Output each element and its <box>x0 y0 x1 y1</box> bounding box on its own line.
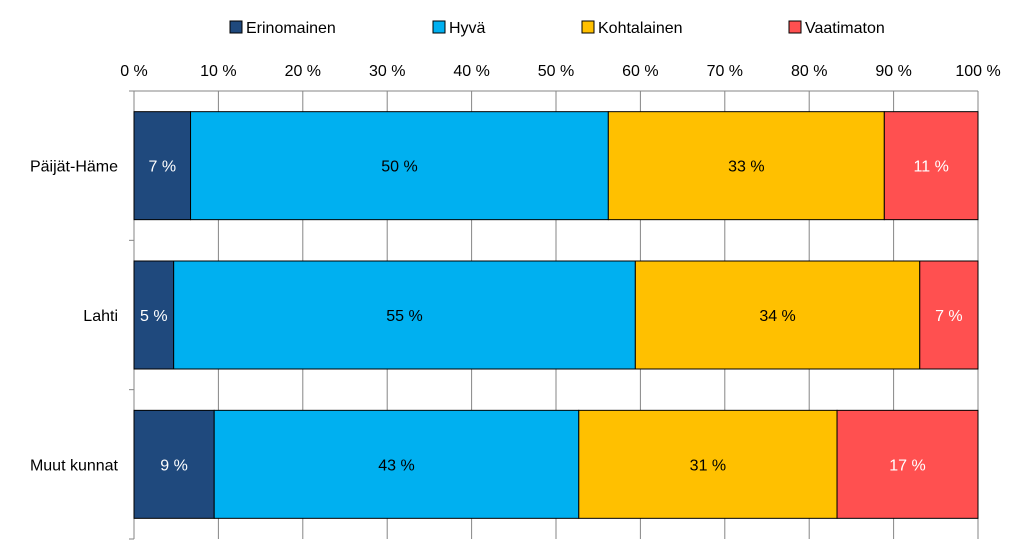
data-label: 34 % <box>759 308 795 325</box>
data-label: 50 % <box>381 159 417 176</box>
x-tick-label: 30 % <box>369 63 405 80</box>
legend-swatch <box>581 20 595 34</box>
bars <box>133 111 979 519</box>
legend-swatch <box>229 20 243 34</box>
x-tick-label: 80 % <box>791 63 827 80</box>
bar-segment <box>133 409 215 519</box>
legend-swatch <box>788 20 802 34</box>
data-label: 9 % <box>160 457 188 474</box>
x-tick-label: 50 % <box>538 63 574 80</box>
bar-segment <box>213 409 580 519</box>
legend-label: Kohtalainen <box>598 20 683 37</box>
category-label: Päijät-Häme <box>30 159 118 176</box>
x-tick-label: 60 % <box>622 63 658 80</box>
x-tick-label: 20 % <box>285 63 321 80</box>
data-label: 7 % <box>935 308 963 325</box>
bar-segment <box>883 111 979 221</box>
data-labels: 7 % 50 % 33 % 11 % 5 % 55 % 34 % 7 % 9 % 43 % 31 %… <box>140 159 963 475</box>
legend-label: Erinomainen <box>246 20 336 37</box>
legend-swatch <box>432 20 446 34</box>
data-label: 33 % <box>728 159 764 176</box>
data-label: 31 % <box>690 457 726 474</box>
bar-segment <box>173 260 636 370</box>
legend-label: Vaatimaton <box>805 20 885 37</box>
category-label: Muut kunnat <box>30 457 119 474</box>
data-label: 43 % <box>378 457 414 474</box>
bar-segment <box>634 260 921 370</box>
data-label: 55 % <box>386 308 422 325</box>
category-label: Lahti <box>83 308 118 325</box>
category-labels: Päijät-Häme Lahti Muut kunnat <box>30 159 119 475</box>
data-label: 17 % <box>889 457 925 474</box>
data-label: 7 % <box>148 159 176 176</box>
bar-segment <box>607 111 885 221</box>
data-label: 5 % <box>140 308 168 325</box>
data-label: 11 % <box>914 159 949 176</box>
x-tick-label: 90 % <box>875 63 911 80</box>
x-tick-label: 40 % <box>453 63 489 80</box>
bar-segment <box>133 111 192 221</box>
x-tick-label: 100 % <box>955 63 1000 80</box>
bar-segment <box>190 111 609 221</box>
bar-segment <box>919 260 979 370</box>
legend: Erinomainen Hyvä Kohtalainen Vaatimaton <box>229 20 885 37</box>
x-tick-labels: 0 % 10 % 20 % 30 % 40 % 50 % 60 % 70 % 80 % 90 % 1… <box>120 63 1000 80</box>
x-tick-label: 70 % <box>707 63 743 80</box>
bar-segment <box>836 409 979 519</box>
x-tick-label: 10 % <box>200 63 236 80</box>
x-tick-label: 0 % <box>120 63 148 80</box>
bar-segment <box>578 409 838 519</box>
legend-label: Hyvä <box>449 20 486 37</box>
